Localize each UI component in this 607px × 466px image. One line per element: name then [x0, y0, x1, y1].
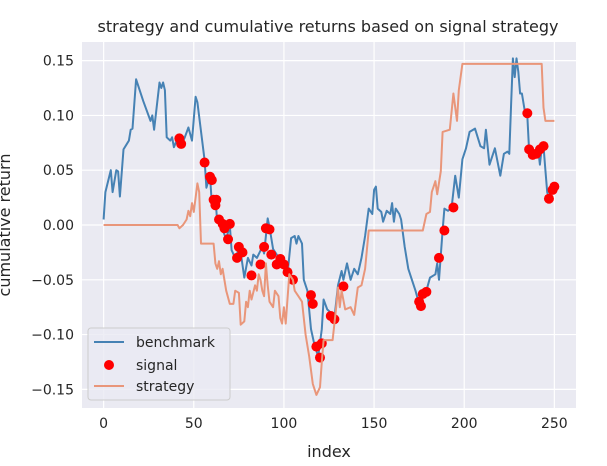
strategy-line	[103, 62, 555, 396]
signal-point	[211, 194, 222, 205]
signal-point	[223, 234, 234, 245]
signal-point	[278, 259, 289, 270]
signal-point	[522, 108, 533, 119]
signal-point	[338, 281, 349, 292]
signal-point	[264, 224, 275, 235]
chart-title: strategy and cumulative returns based on…	[98, 17, 559, 36]
signal-point	[538, 141, 549, 152]
legend-signal-label: signal	[136, 358, 177, 374]
signal-point	[549, 181, 560, 192]
signal-point	[439, 225, 450, 236]
legend-benchmark-label: benchmark	[136, 335, 216, 351]
x-tick-label: 250	[541, 416, 568, 432]
y-axis-label: cumulative return	[0, 154, 14, 297]
y-tick-label: 0.10	[43, 108, 74, 124]
signal-point	[206, 175, 217, 186]
legend: benchmark signal strategy	[87, 327, 231, 401]
signal-point	[307, 298, 318, 309]
signal-point	[266, 249, 277, 260]
signal-point	[176, 138, 187, 149]
y-tick-label: 0.15	[43, 54, 74, 70]
y-tick-label: −0.15	[31, 382, 74, 398]
x-tick-label: 200	[451, 416, 478, 432]
x-axis-label: index	[307, 442, 351, 461]
signal-point	[421, 286, 432, 297]
y-tick-label: −0.05	[31, 273, 74, 289]
x-tick-label: 150	[361, 416, 388, 432]
signal-point	[224, 218, 235, 229]
x-tick-labels: 0 50 100 150 200 250	[99, 416, 568, 432]
legend-box	[87, 327, 231, 401]
y-tick-label: −0.10	[31, 328, 74, 344]
signal-point	[448, 202, 459, 213]
y-tick-labels: −0.15 −0.10 −0.05 0.00 0.05 0.10 0.15	[31, 54, 74, 399]
signal-point	[314, 352, 325, 363]
x-tick-label: 100	[271, 416, 298, 432]
signal-point	[415, 301, 426, 312]
signal-point	[433, 252, 444, 263]
x-tick-label: 50	[185, 416, 203, 432]
signal-point	[259, 241, 270, 252]
y-tick-label: 0.05	[43, 163, 74, 179]
y-tick-label: 0.00	[43, 218, 74, 234]
signal-point	[199, 157, 210, 168]
x-tick-label: 0	[99, 416, 108, 432]
signal-point	[237, 247, 248, 258]
signal-point	[246, 270, 257, 281]
signal-point	[543, 193, 554, 204]
signal-point	[305, 290, 316, 301]
signal-point	[255, 259, 266, 270]
series-layer	[102, 57, 560, 396]
legend-signal-swatch	[104, 360, 114, 370]
legend-strategy-label: strategy	[136, 379, 194, 395]
